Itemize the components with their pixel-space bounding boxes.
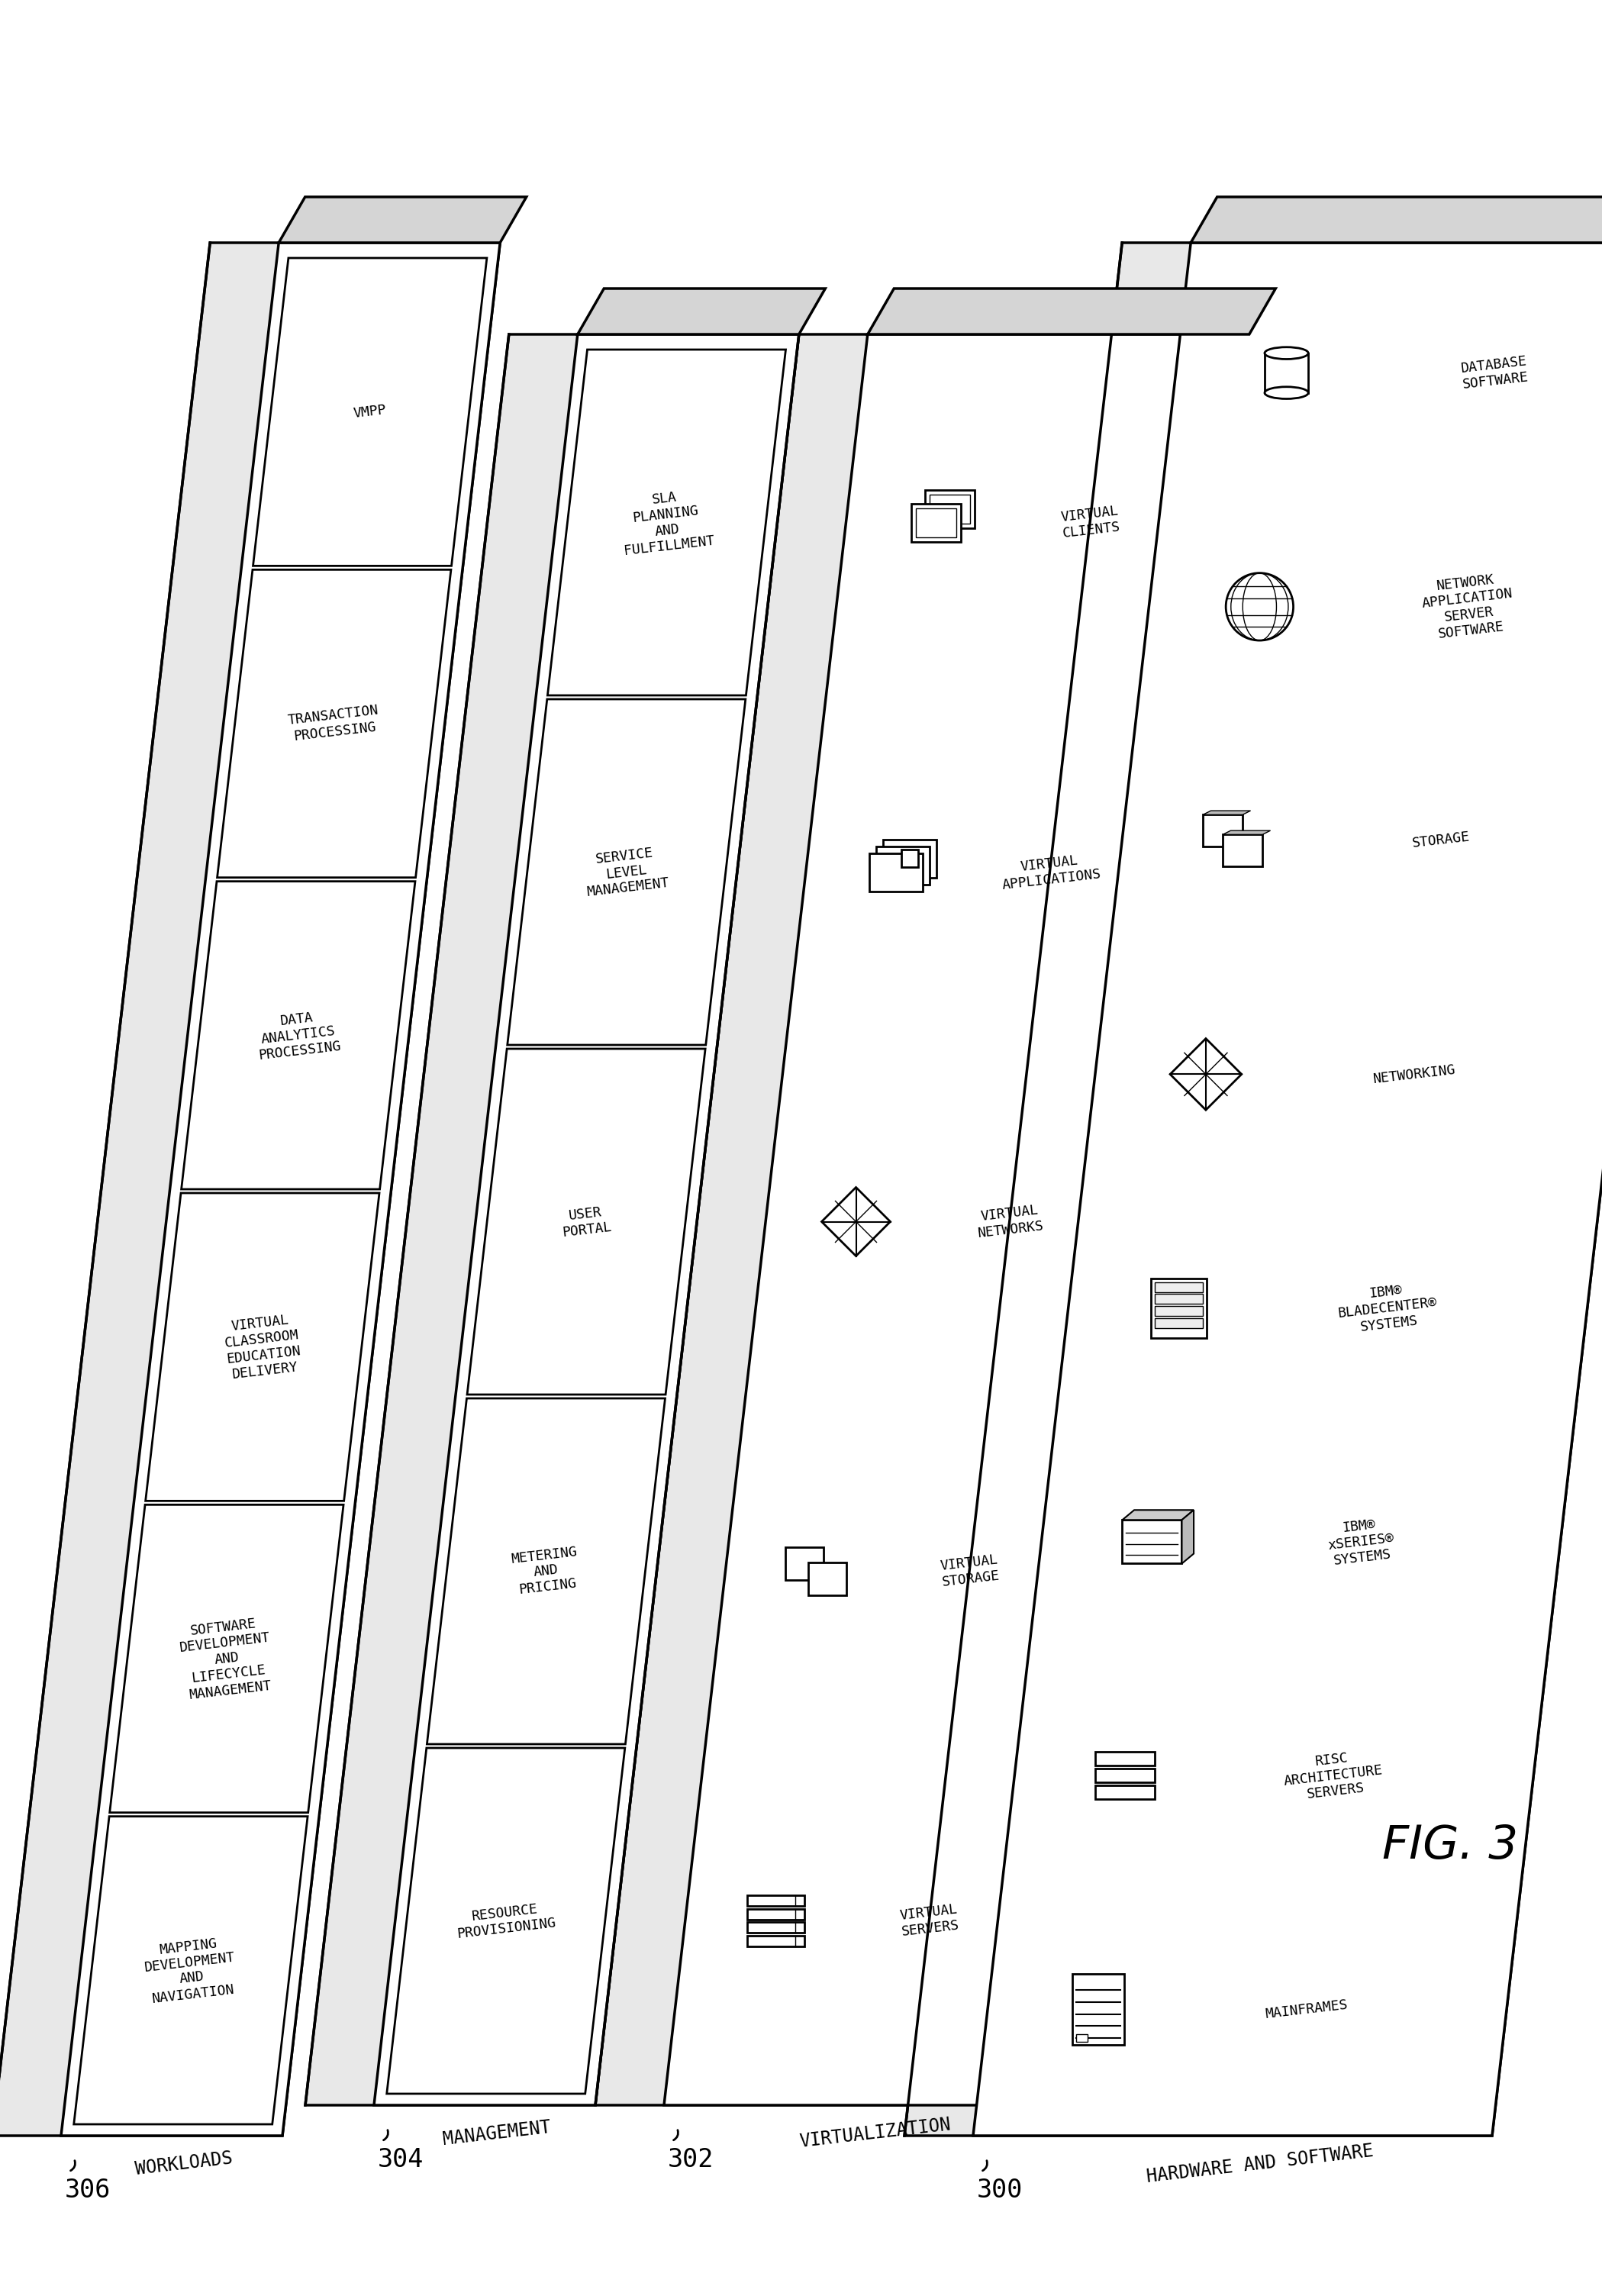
Polygon shape bbox=[1155, 1318, 1203, 1327]
Polygon shape bbox=[663, 335, 1250, 2105]
Text: METERING
AND
PRICING: METERING AND PRICING bbox=[511, 1545, 582, 1598]
Polygon shape bbox=[373, 335, 799, 2105]
Polygon shape bbox=[1096, 1786, 1155, 1800]
Polygon shape bbox=[876, 847, 929, 884]
Polygon shape bbox=[1155, 1295, 1203, 1304]
Text: TRANSACTION
PROCESSING: TRANSACTION PROCESSING bbox=[287, 703, 381, 744]
Ellipse shape bbox=[1264, 386, 1309, 400]
Polygon shape bbox=[1222, 833, 1262, 866]
Polygon shape bbox=[747, 1896, 804, 1906]
Polygon shape bbox=[1222, 831, 1270, 833]
Polygon shape bbox=[785, 1548, 823, 1580]
Text: DATABASE
SOFTWARE: DATABASE SOFTWARE bbox=[1459, 354, 1530, 393]
Polygon shape bbox=[916, 507, 956, 537]
Polygon shape bbox=[1203, 810, 1251, 815]
Polygon shape bbox=[1155, 1281, 1203, 1293]
Polygon shape bbox=[1077, 2034, 1088, 2041]
Polygon shape bbox=[0, 243, 500, 2135]
Text: SLA
PLANNING
AND
FULFILLMENT: SLA PLANNING AND FULFILLMENT bbox=[618, 487, 716, 558]
Polygon shape bbox=[578, 289, 825, 335]
Polygon shape bbox=[883, 840, 937, 877]
Text: SOFTWARE
DEVELOPMENT
AND
LIFECYCLE
MANAGEMENT: SOFTWARE DEVELOPMENT AND LIFECYCLE MANAG… bbox=[176, 1614, 276, 1701]
Polygon shape bbox=[747, 1922, 804, 1933]
Polygon shape bbox=[747, 1936, 804, 1947]
Text: NETWORK
APPLICATION
SERVER
SOFTWARE: NETWORK APPLICATION SERVER SOFTWARE bbox=[1419, 572, 1517, 643]
Polygon shape bbox=[548, 349, 785, 696]
Text: VIRTUAL
STORAGE: VIRTUAL STORAGE bbox=[939, 1552, 1001, 1589]
Text: 304: 304 bbox=[378, 2147, 425, 2172]
Polygon shape bbox=[929, 494, 969, 523]
Polygon shape bbox=[870, 854, 923, 891]
Text: VIRTUAL
SERVERS: VIRTUAL SERVERS bbox=[899, 1903, 960, 1938]
Text: VIRTUAL
APPLICATIONS: VIRTUAL APPLICATIONS bbox=[1000, 852, 1102, 893]
Polygon shape bbox=[61, 243, 500, 2135]
Text: VIRTUAL
CLASSROOM
EDUCATION
DELIVERY: VIRTUAL CLASSROOM EDUCATION DELIVERY bbox=[221, 1313, 303, 1382]
Text: 300: 300 bbox=[977, 2177, 1022, 2202]
Polygon shape bbox=[1123, 1511, 1193, 1520]
Text: VIRTUAL
CLIENTS: VIRTUAL CLIENTS bbox=[1061, 505, 1121, 540]
Polygon shape bbox=[972, 243, 1602, 2135]
Text: VIRTUAL
NETWORKS: VIRTUAL NETWORKS bbox=[976, 1203, 1045, 1240]
Polygon shape bbox=[508, 700, 745, 1045]
Polygon shape bbox=[1182, 1511, 1193, 1564]
Polygon shape bbox=[807, 1564, 846, 1596]
Text: RESOURCE
PROVISIONING: RESOURCE PROVISIONING bbox=[455, 1901, 557, 1940]
Polygon shape bbox=[218, 569, 452, 877]
Text: RISC
ARCHITECTURE
SERVERS: RISC ARCHITECTURE SERVERS bbox=[1282, 1747, 1386, 1805]
Polygon shape bbox=[1264, 354, 1309, 393]
Polygon shape bbox=[1072, 1975, 1125, 2046]
Polygon shape bbox=[1169, 1038, 1242, 1109]
Polygon shape bbox=[181, 882, 415, 1189]
Polygon shape bbox=[902, 850, 918, 868]
Text: IBM®
BLADECENTER®
SYSTEMS: IBM® BLADECENTER® SYSTEMS bbox=[1334, 1279, 1439, 1336]
Polygon shape bbox=[253, 257, 487, 565]
Polygon shape bbox=[386, 1747, 625, 2094]
Circle shape bbox=[1226, 574, 1293, 641]
Polygon shape bbox=[1190, 197, 1602, 243]
Polygon shape bbox=[1155, 1306, 1203, 1316]
Polygon shape bbox=[868, 289, 1275, 335]
Text: WORKLOADS: WORKLOADS bbox=[135, 2149, 234, 2179]
Text: VMPP: VMPP bbox=[352, 404, 388, 420]
Polygon shape bbox=[1152, 1279, 1206, 1339]
Polygon shape bbox=[1123, 1520, 1182, 1564]
Text: FIG. 3: FIG. 3 bbox=[1383, 1823, 1519, 1869]
Polygon shape bbox=[428, 1398, 665, 1745]
Text: VIRTUALIZATION: VIRTUALIZATION bbox=[798, 2115, 952, 2151]
Text: HARDWARE AND SOFTWARE: HARDWARE AND SOFTWARE bbox=[1145, 2142, 1375, 2186]
Polygon shape bbox=[912, 503, 961, 542]
Text: MANAGEMENT: MANAGEMENT bbox=[442, 2117, 551, 2149]
Text: DATA
ANALYTICS
PROCESSING: DATA ANALYTICS PROCESSING bbox=[255, 1008, 343, 1063]
Polygon shape bbox=[1096, 1768, 1155, 1782]
Polygon shape bbox=[74, 1816, 308, 2124]
Polygon shape bbox=[596, 335, 1250, 2105]
Polygon shape bbox=[747, 1908, 804, 1919]
Polygon shape bbox=[109, 1504, 343, 1812]
Polygon shape bbox=[306, 335, 799, 2105]
Polygon shape bbox=[1203, 815, 1243, 847]
Ellipse shape bbox=[1264, 347, 1309, 358]
Text: IBM®
xSERIES®
SYSTEMS: IBM® xSERIES® SYSTEMS bbox=[1325, 1515, 1395, 1568]
Text: STORAGE: STORAGE bbox=[1411, 831, 1471, 850]
Polygon shape bbox=[279, 197, 527, 243]
Text: SERVICE
LEVEL
MANAGEMENT: SERVICE LEVEL MANAGEMENT bbox=[583, 845, 670, 900]
Polygon shape bbox=[1096, 1752, 1155, 1766]
Text: USER
PORTAL: USER PORTAL bbox=[559, 1203, 612, 1240]
Text: MAINFRAMES: MAINFRAMES bbox=[1264, 1998, 1349, 2020]
Polygon shape bbox=[924, 489, 974, 528]
Text: MAPPING
DEVELOPMENT
AND
NAVIGATION: MAPPING DEVELOPMENT AND NAVIGATION bbox=[143, 1936, 240, 2007]
Text: 302: 302 bbox=[668, 2147, 714, 2172]
Text: NETWORKING: NETWORKING bbox=[1373, 1063, 1456, 1086]
Polygon shape bbox=[822, 1187, 891, 1256]
Text: 306: 306 bbox=[64, 2177, 111, 2202]
Polygon shape bbox=[905, 243, 1602, 2135]
Polygon shape bbox=[468, 1049, 705, 1394]
Polygon shape bbox=[146, 1194, 380, 1502]
